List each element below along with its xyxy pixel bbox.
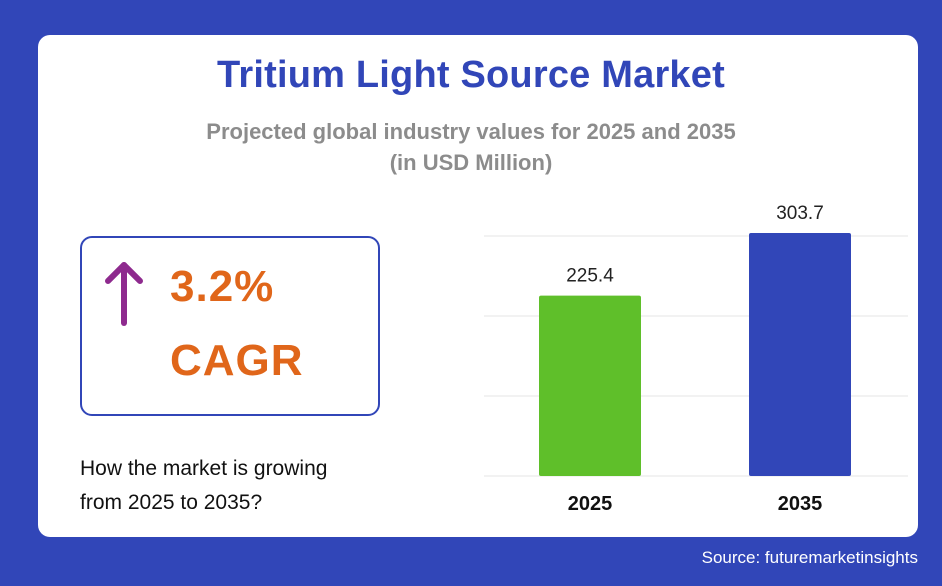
subtitle-line-2: (in USD Million) (389, 150, 553, 175)
growth-question-line-1: How the market is growing (80, 457, 328, 480)
growth-question-line-2: from 2025 to 2035? (80, 491, 263, 514)
source-note: Source: futuremarketinsights (701, 548, 918, 567)
cagr-box (80, 236, 380, 416)
subtitle: Projected global industry values for 202… (0, 116, 942, 178)
x-tick-label-2035: 2035 (778, 493, 823, 515)
bar-2025 (539, 295, 641, 476)
bar-2035 (749, 233, 851, 476)
arrow-up-icon (105, 262, 143, 326)
growth-question: How the market is growing from 2025 to 2… (80, 452, 420, 520)
subtitle-line-1: Projected global industry values for 202… (206, 119, 736, 144)
cagr-label: CAGR (170, 336, 304, 385)
cagr-value: 3.2% (170, 262, 275, 311)
data-label-2035: 303.7 (776, 203, 824, 224)
x-tick-label-2025: 2025 (568, 493, 613, 515)
bar-chart: 225.4 2025 303.7 2035 (484, 203, 908, 515)
data-label-2025: 225.4 (566, 266, 614, 287)
page-title: Tritium Light Source Market (217, 54, 725, 96)
